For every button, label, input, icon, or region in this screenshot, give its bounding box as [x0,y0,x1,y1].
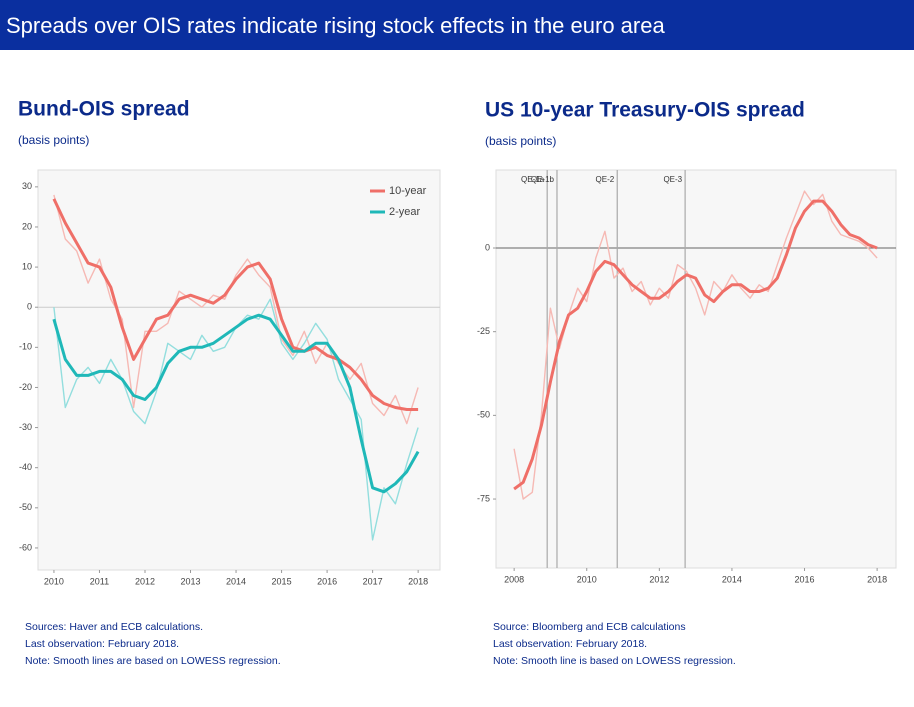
footnote: Source: Bloomberg and ECB calculations [493,621,686,633]
header-bar [0,0,914,50]
chart-title: US 10-year Treasury-OIS spread [485,99,805,122]
event-label: QE-2 [596,175,615,184]
y-tick-label: 10 [22,261,32,271]
footnote: Note: Smooth line is based on LOWESS reg… [493,655,736,667]
x-tick-label: 2017 [363,576,383,586]
y-tick-label: -50 [477,410,490,420]
y-tick-label: 30 [22,181,32,191]
series-line [513,199,878,491]
footnote: Note: Smooth lines are based on LOWESS r… [25,655,281,667]
x-tick-label: 2016 [317,576,337,586]
x-tick-label: 2016 [795,574,815,584]
x-tick-label: 2018 [408,576,428,586]
x-tick-label: 2018 [867,574,887,584]
x-tick-label: 2014 [722,574,742,584]
footnote: Last observation: February 2018. [25,638,179,650]
y-tick-label: 20 [22,221,32,231]
plot-area [495,169,897,569]
chart-title: Bund-OIS spread [18,98,190,121]
x-tick-label: 2013 [180,576,200,586]
y-tick-label: -25 [477,326,490,336]
event-label: QE-3 [663,175,682,184]
event-label: QE-1b [531,175,555,184]
y-tick-label: -75 [477,493,490,503]
x-tick-label: 2008 [504,574,524,584]
y-tick-label: -50 [19,502,32,512]
x-tick-label: 2012 [135,576,155,586]
footnote: Sources: Haver and ECB calculations. [25,621,203,633]
y-tick-label: -20 [19,382,32,392]
y-tick-label: -10 [19,342,32,352]
event-label: QE-1a [521,175,545,184]
footnote: Last observation: February 2018. [493,638,647,650]
y-tick-label: -30 [19,422,32,432]
legend-label: 10-year [389,185,427,197]
y-tick-label: 0 [485,242,490,252]
legend-label: 2-year [389,206,421,218]
series-line [52,198,419,411]
y-tick-label: -40 [19,462,32,472]
slide-title: Spreads over OIS rates indicate rising s… [6,13,665,38]
x-tick-label: 2012 [649,574,669,584]
x-tick-label: 2010 [577,574,597,584]
x-tick-label: 2015 [272,576,292,586]
chart-subtitle: (basis points) [18,133,89,147]
x-tick-label: 2010 [44,576,64,586]
x-tick-label: 2014 [226,576,246,586]
series-line [52,313,420,494]
chart-subtitle: (basis points) [485,134,556,148]
y-tick-label: 0 [27,302,32,312]
x-tick-label: 2011 [90,576,109,586]
y-tick-label: -60 [19,542,32,552]
